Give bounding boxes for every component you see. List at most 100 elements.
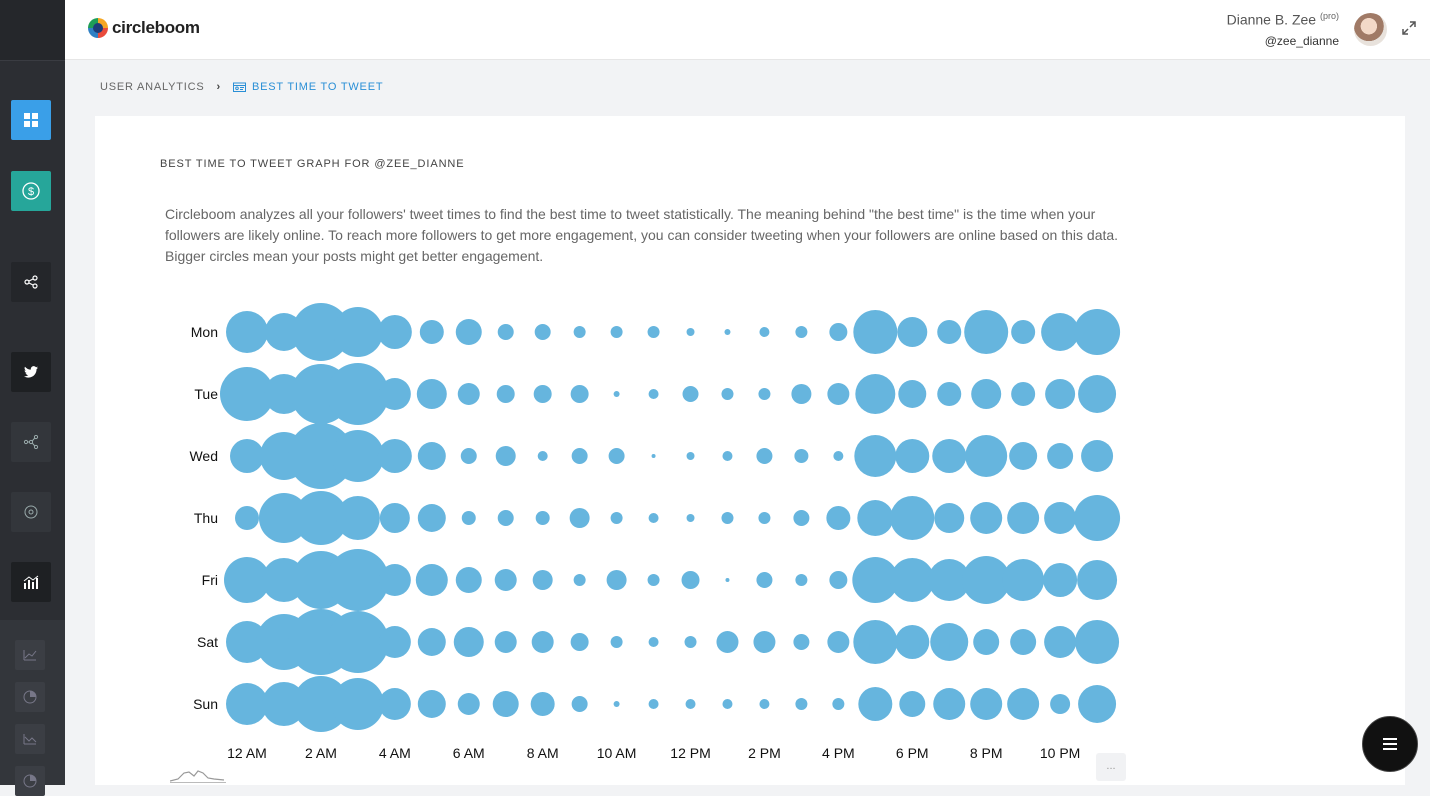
breadcrumb-user-analytics[interactable]: USER ANALYTICS — [100, 81, 205, 93]
bubble-wed-20[interactable] — [965, 435, 1008, 477]
bubble-mon-17[interactable] — [853, 310, 898, 354]
bubble-fri-9[interactable] — [573, 574, 586, 586]
bubble-sun-9[interactable] — [571, 696, 588, 712]
bubble-sun-11[interactable] — [648, 699, 659, 709]
bubble-thu-10[interactable] — [610, 512, 623, 524]
bubble-fri-12[interactable] — [681, 571, 700, 589]
bubble-wed-22[interactable] — [1047, 443, 1074, 469]
bubble-mon-8[interactable] — [534, 324, 551, 340]
bubble-wed-18[interactable] — [895, 439, 930, 473]
bubble-sun-8[interactable] — [530, 692, 555, 716]
bubble-sat-16[interactable] — [827, 631, 850, 653]
bubble-thu-23[interactable] — [1074, 495, 1121, 541]
sidebar-item-line-chart[interactable] — [15, 640, 45, 670]
bubble-wed-15[interactable] — [794, 449, 809, 463]
bubble-wed-14[interactable] — [756, 448, 773, 464]
bubble-sat-6[interactable] — [453, 627, 484, 657]
bubble-tue-17[interactable] — [855, 374, 896, 414]
bubble-tue-20[interactable] — [971, 379, 1002, 409]
bubble-mon-19[interactable] — [937, 320, 962, 344]
bubble-wed-3[interactable] — [331, 430, 384, 482]
bubble-thu-17[interactable] — [857, 500, 894, 536]
bubble-mon-13[interactable] — [724, 329, 731, 335]
sidebar-item-dashboard[interactable] — [11, 100, 51, 140]
bubble-sun-5[interactable] — [417, 690, 446, 718]
user-name[interactable]: Dianne B. Zee (pro) — [1227, 11, 1339, 28]
bubble-mon-2[interactable] — [291, 303, 350, 361]
bubble-thu-22[interactable] — [1044, 502, 1077, 534]
bubble-mon-23[interactable] — [1074, 309, 1121, 355]
bubble-tue-7[interactable] — [496, 385, 515, 403]
bubble-sun-0[interactable] — [226, 683, 268, 725]
bubble-mon-15[interactable] — [795, 326, 808, 338]
bubble-sun-10[interactable] — [613, 701, 620, 707]
bubble-thu-11[interactable] — [648, 513, 659, 523]
bubble-wed-8[interactable] — [537, 451, 548, 461]
bubble-wed-0[interactable] — [230, 439, 264, 473]
bubble-sun-3[interactable] — [331, 678, 384, 730]
bubble-tue-9[interactable] — [570, 385, 589, 403]
bubble-mon-9[interactable] — [573, 326, 586, 338]
bubble-fri-18[interactable] — [890, 558, 935, 602]
bubble-thu-15[interactable] — [793, 510, 810, 526]
bubble-sat-17[interactable] — [853, 620, 898, 664]
bubble-fri-16[interactable] — [829, 571, 848, 589]
bubble-fri-17[interactable] — [852, 557, 899, 603]
bubble-sat-12[interactable] — [684, 636, 697, 648]
bubble-sat-22[interactable] — [1044, 626, 1077, 658]
bubble-wed-19[interactable] — [932, 439, 967, 473]
bubble-thu-7[interactable] — [497, 510, 514, 526]
bubble-thu-0[interactable] — [235, 506, 259, 530]
bubble-tue-13[interactable] — [721, 388, 734, 400]
bubble-fri-23[interactable] — [1077, 560, 1118, 600]
bubble-thu-6[interactable] — [461, 511, 476, 525]
bubble-fri-19[interactable] — [928, 559, 971, 601]
bubble-sun-22[interactable] — [1050, 694, 1071, 714]
bubble-mon-0[interactable] — [226, 311, 268, 353]
bubble-fri-22[interactable] — [1043, 563, 1078, 597]
bubble-fri-7[interactable] — [494, 569, 517, 591]
bubble-sun-21[interactable] — [1007, 688, 1040, 720]
bubble-sat-10[interactable] — [610, 636, 623, 648]
bubble-mon-21[interactable] — [1011, 320, 1036, 344]
bubble-mon-14[interactable] — [759, 327, 770, 337]
bubble-sat-5[interactable] — [417, 628, 446, 656]
bubble-mon-12[interactable] — [686, 328, 695, 336]
bubble-mon-6[interactable] — [455, 319, 482, 345]
bubble-mon-7[interactable] — [497, 324, 514, 340]
bubble-sun-19[interactable] — [933, 688, 966, 720]
bubble-tue-23[interactable] — [1078, 375, 1117, 413]
bubble-sun-6[interactable] — [457, 693, 480, 715]
bubble-tue-14[interactable] — [758, 388, 771, 400]
bubble-sat-9[interactable] — [570, 633, 589, 651]
bubble-thu-1[interactable] — [258, 493, 309, 543]
sidebar-item-trend-chart[interactable] — [15, 724, 45, 754]
sidebar-item-pie-chart[interactable] — [15, 682, 45, 712]
bubble-mon-10[interactable] — [610, 326, 623, 338]
bubble-sat-21[interactable] — [1010, 629, 1037, 655]
bubble-fri-13[interactable] — [725, 578, 730, 582]
bubble-tue-12[interactable] — [682, 386, 699, 402]
bubble-thu-19[interactable] — [934, 503, 965, 533]
bubble-tue-22[interactable] — [1045, 379, 1076, 409]
bubble-fri-14[interactable] — [756, 572, 773, 588]
bubble-fri-5[interactable] — [415, 564, 448, 596]
bubble-wed-12[interactable] — [686, 452, 695, 460]
bubble-fri-10[interactable] — [606, 570, 627, 590]
bubble-wed-7[interactable] — [495, 446, 516, 466]
bubble-tue-15[interactable] — [791, 384, 812, 404]
bubble-wed-21[interactable] — [1009, 442, 1038, 470]
bubble-thu-8[interactable] — [535, 511, 550, 525]
avatar[interactable] — [1354, 13, 1387, 46]
bubble-mon-18[interactable] — [897, 317, 928, 347]
bubble-sat-11[interactable] — [648, 637, 659, 647]
bubble-thu-21[interactable] — [1007, 502, 1040, 534]
bubble-sat-8[interactable] — [531, 631, 554, 653]
bubble-wed-11[interactable] — [651, 454, 656, 458]
bubble-sat-4[interactable] — [378, 626, 411, 658]
bubble-sat-13[interactable] — [716, 631, 739, 653]
bubble-mon-4[interactable] — [377, 315, 412, 349]
bubble-tue-21[interactable] — [1011, 382, 1036, 406]
bubble-sun-4[interactable] — [378, 688, 411, 720]
bubble-sun-17[interactable] — [858, 687, 893, 721]
